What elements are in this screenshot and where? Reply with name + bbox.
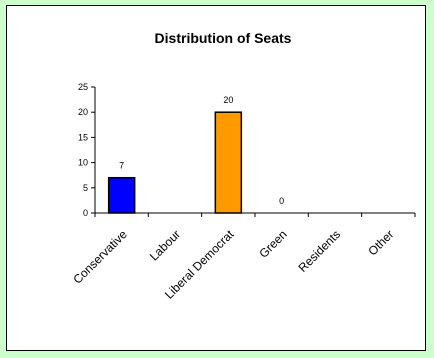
data-label: 20 bbox=[223, 95, 233, 105]
bar-conservative bbox=[107, 176, 136, 214]
x-category-label: Other bbox=[365, 227, 396, 258]
y-tick-label: 25 bbox=[78, 82, 88, 92]
data-label: 7 bbox=[119, 161, 124, 171]
chart-bars bbox=[107, 111, 243, 214]
x-category-label: Conservative bbox=[70, 227, 130, 287]
chart-axes: 0 5 10 15 20 25 bbox=[78, 82, 416, 218]
y-tick-label: 0 bbox=[83, 208, 88, 218]
y-tick-label: 10 bbox=[78, 158, 88, 168]
data-label: 0 bbox=[279, 196, 284, 206]
y-tick-label: 20 bbox=[78, 107, 88, 117]
y-tick-label: 5 bbox=[83, 183, 88, 193]
chart-data-labels: 7 20 0 bbox=[119, 95, 284, 206]
x-category-label: Residents bbox=[295, 227, 343, 275]
x-category-label: Green bbox=[256, 227, 289, 260]
x-category-label: Labour bbox=[147, 227, 183, 263]
chart-title: Distribution of Seats bbox=[155, 30, 292, 46]
y-tick-label: 15 bbox=[78, 132, 88, 142]
bar-liberal-democrat bbox=[214, 111, 243, 214]
